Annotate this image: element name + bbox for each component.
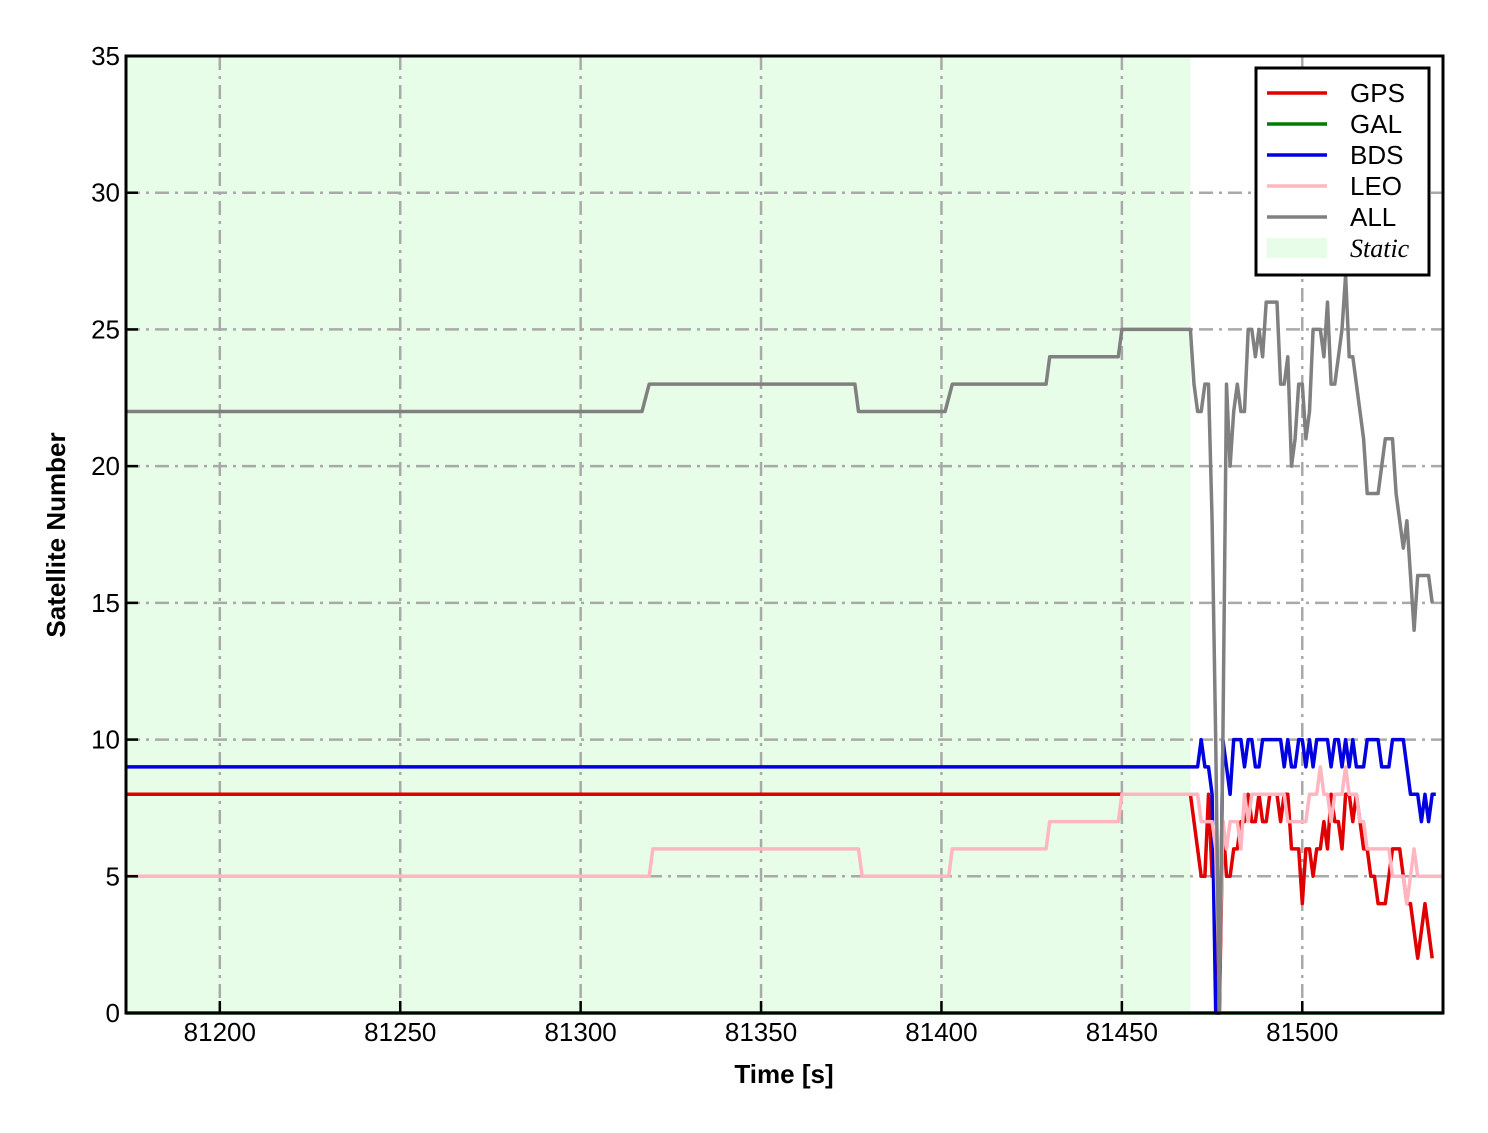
series-line-all [126, 272, 1434, 1015]
x-tick-label: 81400 [905, 1017, 977, 1047]
x-tick-label: 81250 [364, 1017, 436, 1047]
y-tick-label: 25 [91, 314, 120, 344]
series-line-bds [126, 737, 1436, 1015]
y-tick-label: 0 [106, 998, 120, 1028]
x-axis-title: Time [s] [734, 1059, 833, 1089]
legend-label-static: Static [1350, 234, 1410, 263]
y-tick-label: 15 [91, 588, 120, 618]
y-axis-title: Satellite Number [41, 432, 71, 637]
legend-swatch-static [1267, 238, 1327, 258]
series-line-leo [126, 765, 1443, 988]
x-tick-label: 81300 [544, 1017, 616, 1047]
tick-labels: 81200 81250 81300 81350 81400 81450 81500 0 5 10 1… [91, 41, 1338, 1047]
grid-lines [126, 56, 1443, 1013]
legend-label-bds: BDS [1350, 140, 1403, 170]
y-tick-label: 5 [106, 861, 120, 891]
plot-background [126, 56, 1191, 1013]
legend-label-all: ALL [1350, 202, 1396, 232]
y-tick-label: 35 [91, 41, 120, 71]
y-tick-label: 30 [91, 178, 120, 208]
plot-frame [124, 54, 1445, 1015]
legend-label-leo: LEO [1350, 171, 1402, 201]
static-region [126, 56, 1191, 1013]
y-tick-label: 10 [91, 725, 120, 755]
x-tick-label: 81350 [725, 1017, 797, 1047]
y-tick-label: 20 [91, 451, 120, 481]
legend-label-gal: GAL [1350, 109, 1402, 139]
x-tick-label: 81450 [1086, 1017, 1158, 1047]
axes [124, 54, 1445, 1015]
legend-label-gps: GPS [1350, 78, 1405, 108]
x-tick-label: 81500 [1266, 1017, 1338, 1047]
x-tick-label: 81200 [184, 1017, 256, 1047]
